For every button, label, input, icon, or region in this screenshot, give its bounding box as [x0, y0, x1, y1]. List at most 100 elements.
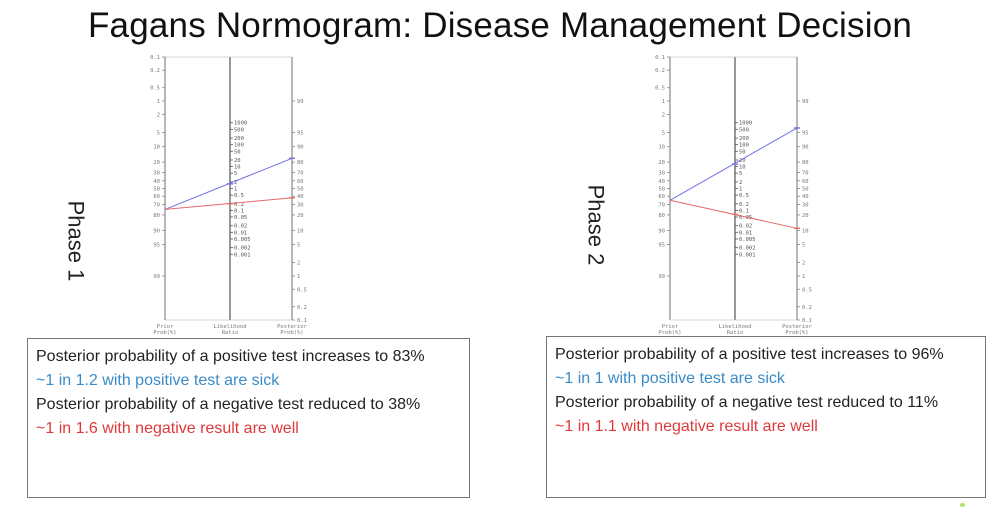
- posterior-axis-label: Prob(%): [280, 330, 303, 335]
- decorative-mark: [960, 503, 965, 507]
- posterior-tick-label: 95: [802, 130, 809, 136]
- prior-tick-label: 80: [658, 213, 665, 219]
- posterior-tick-label: 20: [297, 213, 304, 219]
- posterior-tick-label: 1: [802, 274, 805, 280]
- likelihood-tick-label: 500: [234, 127, 244, 133]
- likelihood-tick-label: 0.1: [234, 208, 244, 214]
- prior-tick-label: 70: [658, 203, 665, 209]
- prior-tick-label: 1: [662, 99, 665, 105]
- posterior-tick-label: 5: [297, 243, 300, 249]
- likelihood-tick-label: 1: [739, 187, 742, 193]
- likelihood-tick-label: 5: [234, 171, 237, 177]
- likelihood-axis-label: Ratio: [727, 330, 744, 335]
- negative-posterior-text: Posterior probability of a negative test…: [36, 396, 421, 413]
- posterior-tick-label: 30: [297, 203, 304, 209]
- likelihood-tick-label: 0.01: [234, 230, 247, 236]
- posterior-tick-label: 2: [297, 261, 300, 267]
- negative-well-ratio-text: ~1 in 1.1 with negative result are well: [555, 418, 818, 435]
- prior-tick-label: 0.2: [655, 68, 665, 74]
- likelihood-tick-label: 0.002: [234, 246, 251, 252]
- posterior-tick-label: 10: [802, 228, 809, 234]
- positive-posterior-text: Posterior probability of a positive test…: [36, 348, 425, 365]
- result-box-phase-2: Posterior probability of a positive test…: [546, 336, 986, 498]
- posterior-tick-label: 30: [802, 203, 809, 209]
- posterior-tick-label: 0.5: [802, 287, 812, 293]
- posterior-tick-label: 1: [297, 274, 300, 280]
- likelihood-tick-label: 0.05: [739, 215, 752, 221]
- posterior-tick-label: 80: [297, 160, 304, 166]
- posterior-tick-label: 50: [802, 187, 809, 193]
- posterior-tick-label: 99: [802, 99, 809, 105]
- nomogram-phase-1: 0.1 0.2 0.5 1 2 5 10 20 30 40 50 60 70 80 90 95 99 1000 50…: [140, 50, 325, 336]
- prior-axis-label: Prob(%): [658, 330, 681, 335]
- prior-tick-label: 1: [157, 99, 160, 105]
- prior-tick-label: 5: [157, 130, 160, 136]
- prior-tick-label: 60: [658, 194, 665, 200]
- likelihood-tick-label: 0.02: [234, 224, 247, 230]
- likelihood-tick-label: 1: [234, 187, 237, 193]
- posterior-tick-label: 20: [802, 213, 809, 219]
- prior-tick-label: 2: [157, 112, 160, 118]
- phase-2-label: Phase 2: [583, 184, 609, 266]
- likelihood-tick-label: 50: [739, 149, 746, 155]
- likelihood-tick-label: 0.005: [234, 237, 251, 243]
- posterior-tick-label: 99: [297, 99, 304, 105]
- prior-tick-label: 80: [153, 213, 160, 219]
- likelihood-tick-label: 0.5: [739, 193, 749, 199]
- posterior-axis-label: Prob(%): [785, 330, 808, 335]
- prior-tick-label: 70: [153, 203, 160, 209]
- posterior-tick-label: 10: [297, 228, 304, 234]
- prior-axis-label: Prob(%): [153, 330, 176, 335]
- prior-tick-label: 0.1: [655, 55, 665, 61]
- posterior-tick-label: 0.2: [297, 305, 307, 311]
- likelihood-tick-label: 0.005: [739, 237, 756, 243]
- likelihood-tick-label: 5: [739, 171, 742, 177]
- negative-well-ratio-text: ~1 in 1.6 with negative result are well: [36, 420, 299, 437]
- slide-title: Fagans Normogram: Disease Management Dec…: [87, 6, 913, 45]
- prior-tick-label: 30: [153, 170, 160, 176]
- prior-tick-label: 99: [658, 274, 665, 280]
- result-box-phase-1: Posterior probability of a positive test…: [27, 338, 470, 498]
- nomogram-phase-2: 0.1 0.2 0.5 1 2 5 10 20 30 40 50 60 70 80 90 95 99 1000 50…: [645, 50, 830, 336]
- prior-axis-label: Prior: [157, 324, 174, 330]
- likelihood-tick-label: 0.02: [739, 224, 752, 230]
- prior-tick-label: 10: [658, 145, 665, 151]
- posterior-tick-label: 95: [297, 130, 304, 136]
- likelihood-axis-label: Likelihood: [213, 324, 246, 330]
- prior-tick-label: 30: [658, 170, 665, 176]
- prior-tick-label: 90: [153, 228, 160, 234]
- posterior-tick-label: 50: [297, 187, 304, 193]
- prior-tick-label: 0.2: [150, 68, 160, 74]
- likelihood-tick-label: 0.001: [739, 252, 756, 258]
- likelihood-tick-label: 200: [739, 136, 749, 142]
- prior-tick-label: 50: [153, 187, 160, 193]
- prior-tick-label: 40: [153, 179, 160, 185]
- nomogram-svg: 0.10.20.51251020304050607080909599100050…: [150, 55, 308, 336]
- likelihood-axis-label: Likelihood: [718, 324, 751, 330]
- prior-tick-label: 50: [658, 187, 665, 193]
- likelihood-tick-label: 20: [234, 158, 241, 164]
- prior-tick-label: 95: [658, 243, 665, 249]
- posterior-tick-label: 0.1: [802, 318, 812, 324]
- likelihood-axis-label: Ratio: [222, 330, 239, 335]
- likelihood-tick-label: 20: [739, 158, 746, 164]
- nomogram-svg: 0.10.20.51251020304050607080909599100050…: [655, 55, 813, 336]
- posterior-tick-label: 90: [297, 145, 304, 151]
- likelihood-tick-label: 100: [234, 143, 244, 149]
- likelihood-tick-label: 0.05: [234, 215, 247, 221]
- likelihood-tick-label: 100: [739, 143, 749, 149]
- prior-tick-label: 10: [153, 145, 160, 151]
- likelihood-tick-label: 0.01: [739, 230, 752, 236]
- posterior-tick-label: 60: [297, 179, 304, 185]
- prior-tick-label: 95: [153, 243, 160, 249]
- posterior-tick-label: 40: [802, 194, 809, 200]
- prior-tick-label: 0.5: [150, 86, 160, 92]
- posterior-tick-label: 5: [802, 243, 805, 249]
- prior-tick-label: 90: [658, 228, 665, 234]
- likelihood-tick-label: 10: [739, 165, 746, 171]
- likelihood-tick-label: 500: [739, 127, 749, 133]
- prior-tick-label: 2: [662, 112, 665, 118]
- prior-axis-label: Prior: [662, 324, 679, 330]
- posterior-tick-label: 2: [802, 261, 805, 267]
- likelihood-tick-label: 10: [234, 165, 241, 171]
